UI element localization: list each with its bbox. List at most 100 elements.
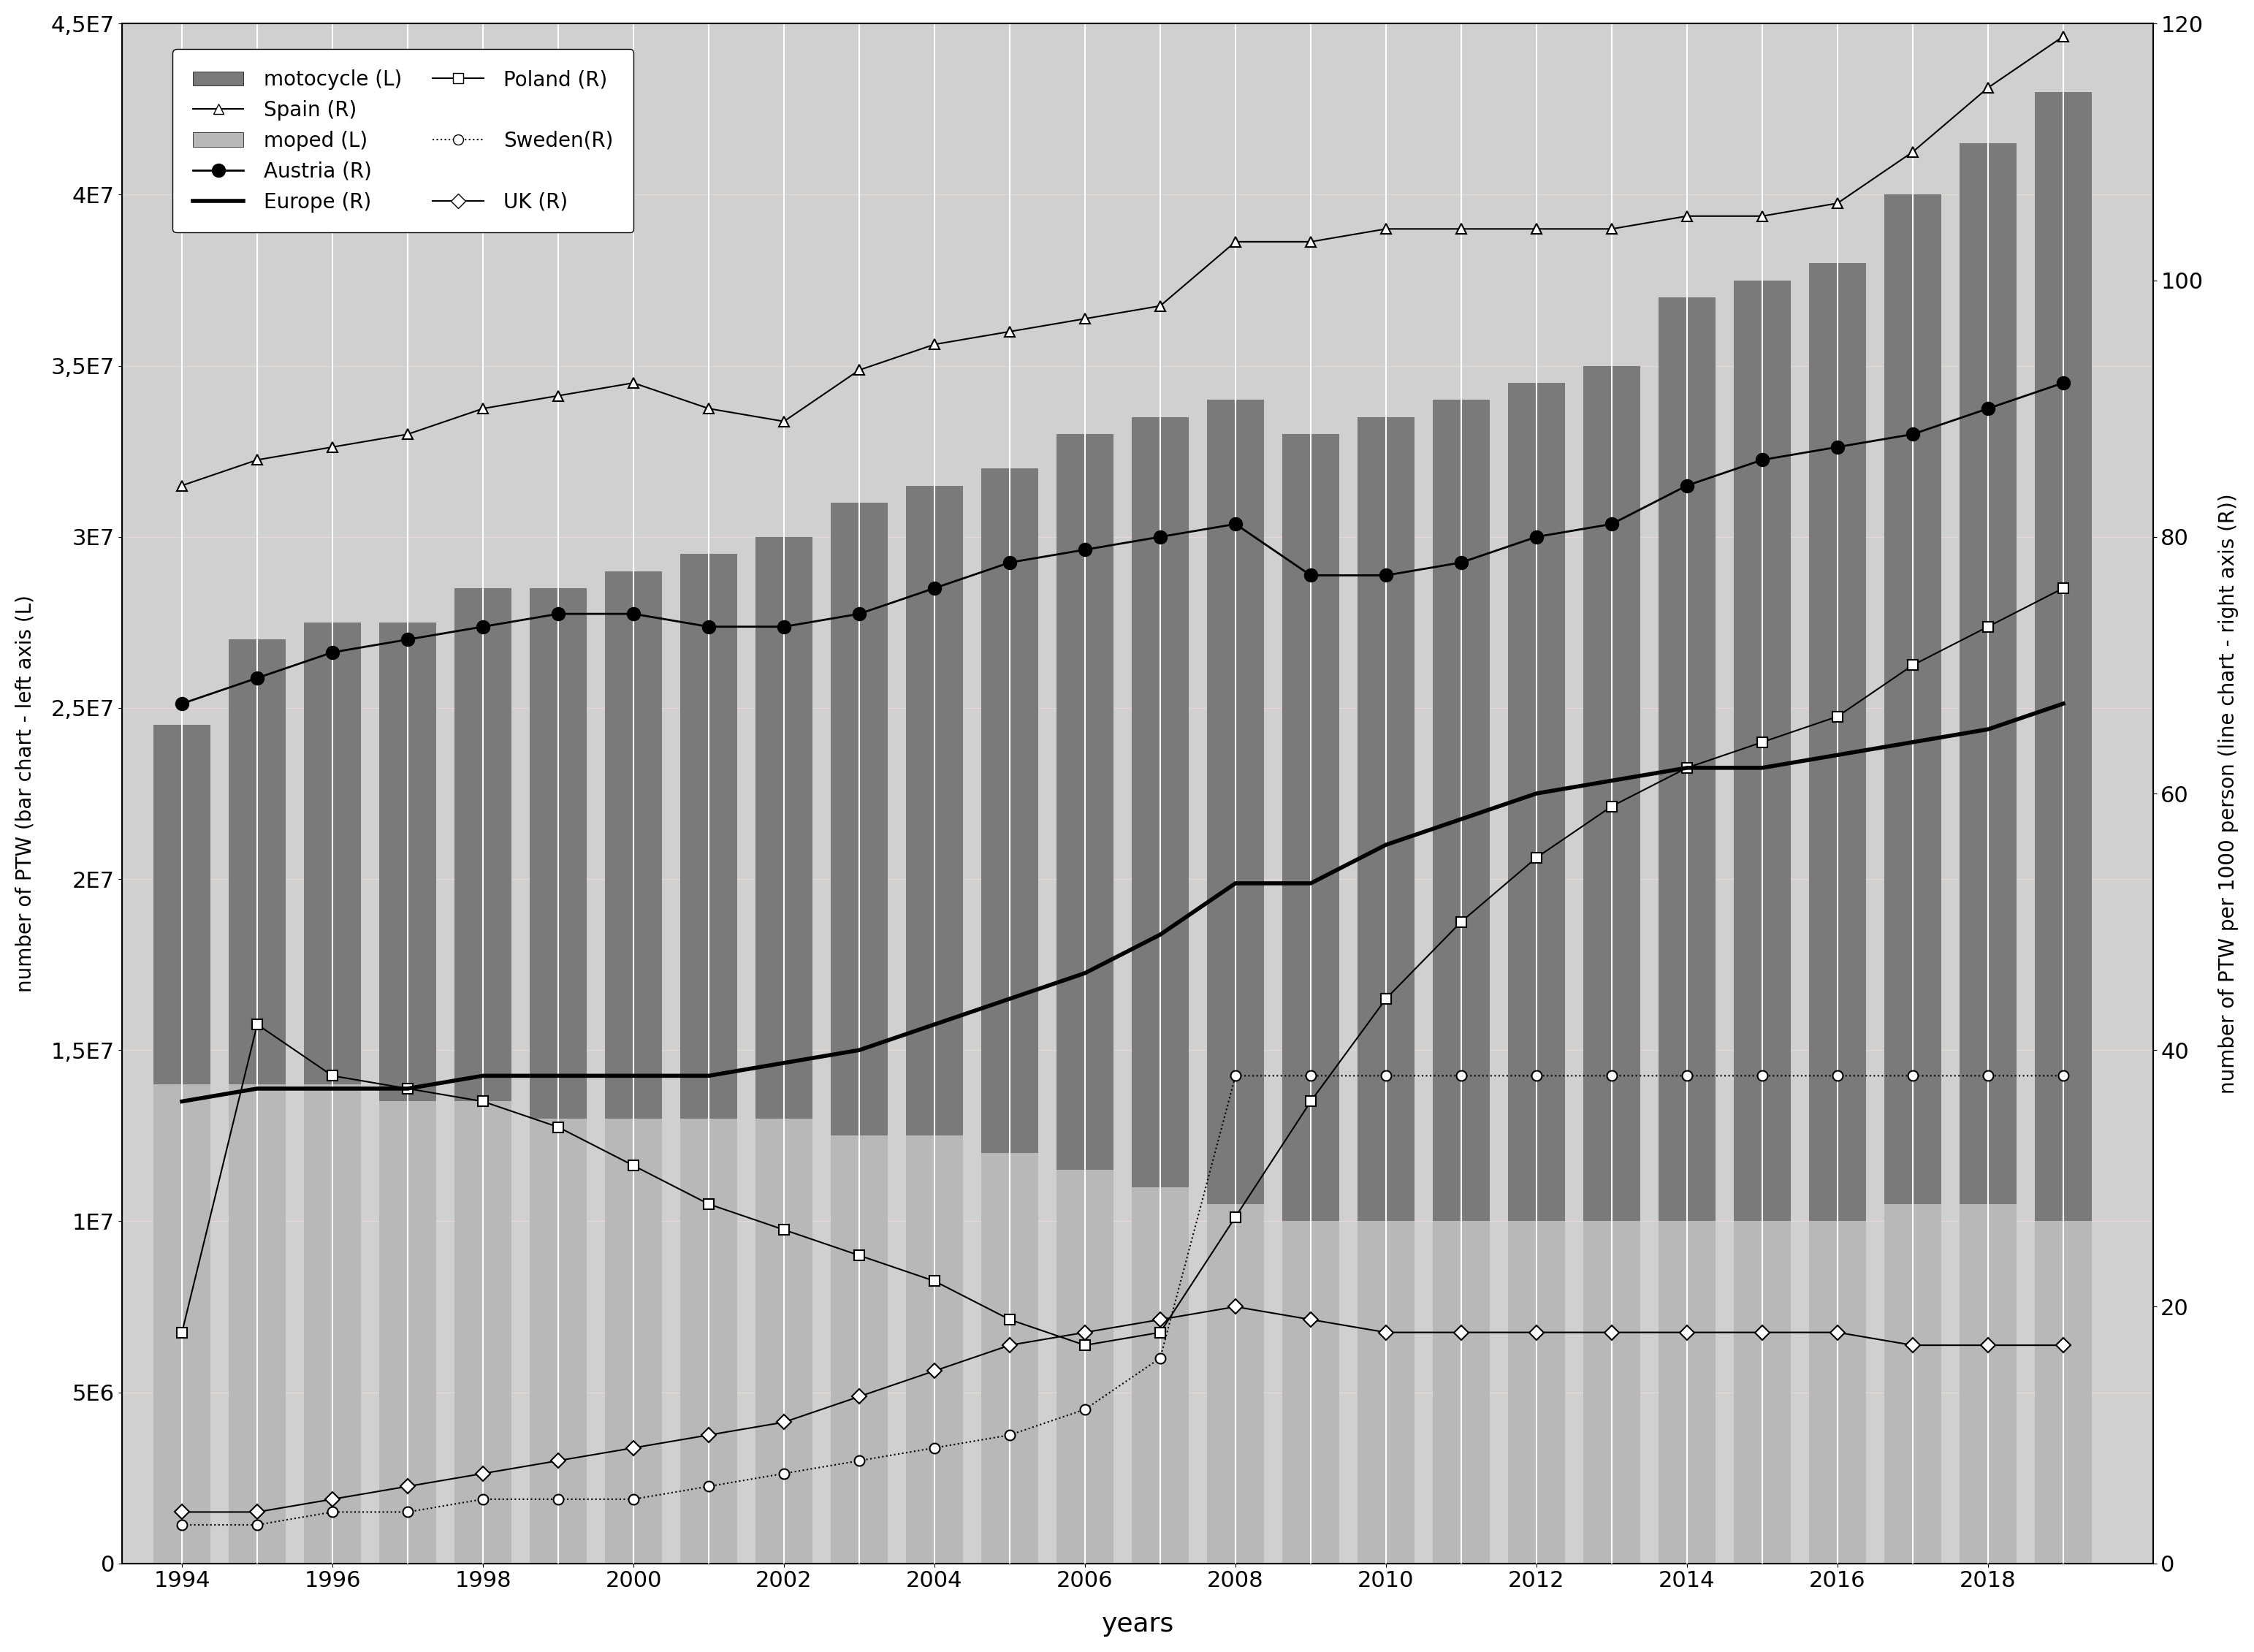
Spain (R) (469, 398, 496, 418)
Austria (R) (1373, 565, 1400, 585)
Bar (906, 486, 962, 1135)
Legend: motocycle (L), Spain (R), moped (L), Austria (R), Europe (R), Poland (R), , Swed: motocycle (L), Spain (R), moped (L), Aus… (174, 50, 633, 233)
Europe (R) (1147, 925, 1174, 945)
X-axis label: years: years (1102, 1612, 1174, 1637)
Poland (R) (169, 1323, 196, 1343)
Sweden(R) (394, 1502, 421, 1521)
Bar (1884, 195, 1941, 1204)
Poland (R) (545, 1117, 573, 1137)
Sweden(R) (1373, 1066, 1400, 1085)
Spain (R) (1524, 220, 1551, 240)
Bar (1585, 365, 1641, 1221)
Sweden(R) (1222, 1066, 1249, 1085)
Europe (R) (318, 1079, 345, 1099)
Spain (R) (1598, 220, 1625, 240)
Poland (R) (1373, 990, 1400, 1009)
Europe (R) (694, 1066, 721, 1085)
UK (R) (1447, 1323, 1474, 1343)
Austria (R) (845, 605, 872, 624)
Austria (R) (394, 629, 421, 649)
Europe (R) (1524, 783, 1551, 803)
Line: Poland (R): Poland (R) (176, 583, 2069, 1350)
Sweden(R) (845, 1450, 872, 1470)
Poland (R) (1749, 732, 1776, 752)
Bar (153, 725, 210, 1084)
Bar (455, 588, 512, 1102)
Bar (230, 1084, 286, 1563)
Bar (230, 639, 286, 1084)
Spain (R) (1900, 142, 1927, 162)
UK (R) (545, 1450, 573, 1470)
Europe (R) (2049, 694, 2076, 714)
UK (R) (1823, 1323, 1851, 1343)
Spain (R) (1071, 309, 1098, 329)
Poland (R) (1823, 707, 1851, 727)
Poland (R) (771, 1219, 798, 1239)
UK (R) (1373, 1323, 1400, 1343)
Spain (R) (1147, 296, 1174, 316)
Bar (1132, 416, 1188, 1188)
Bar (980, 469, 1037, 1153)
Austria (R) (1823, 438, 1851, 458)
Spain (R) (1222, 231, 1249, 251)
Austria (R) (2049, 373, 2076, 393)
Bar (1434, 1221, 1490, 1563)
Bar (1132, 1188, 1188, 1563)
Bar (681, 1118, 737, 1563)
UK (R) (1524, 1323, 1551, 1343)
Bar (2035, 1221, 2092, 1563)
Austria (R) (1222, 514, 1249, 534)
Spain (R) (1749, 206, 1776, 226)
Poland (R) (318, 1066, 345, 1085)
Sweden(R) (243, 1515, 270, 1535)
Austria (R) (996, 553, 1023, 573)
Europe (R) (1598, 771, 1625, 791)
Poland (R) (845, 1246, 872, 1265)
Austria (R) (620, 605, 647, 624)
Spain (R) (694, 398, 721, 418)
Europe (R) (1975, 719, 2002, 738)
Europe (R) (169, 1092, 196, 1112)
UK (R) (2049, 1335, 2076, 1355)
Austria (R) (1672, 476, 1700, 496)
Bar (1884, 1204, 1941, 1563)
Austria (R) (1975, 398, 2002, 418)
Europe (R) (1672, 758, 1700, 778)
Line: Europe (R): Europe (R) (183, 704, 2062, 1102)
Europe (R) (545, 1066, 573, 1085)
Poland (R) (996, 1310, 1023, 1330)
Europe (R) (845, 1041, 872, 1061)
Sweden(R) (545, 1490, 573, 1510)
Bar (1810, 1221, 1866, 1563)
Austria (R) (1598, 514, 1625, 534)
Spain (R) (845, 360, 872, 380)
UK (R) (318, 1490, 345, 1510)
Bar (606, 572, 663, 1118)
Bar (530, 1118, 586, 1563)
Austria (R) (169, 694, 196, 714)
Austria (R) (243, 667, 270, 687)
Bar (379, 1102, 435, 1563)
Bar (1508, 383, 1564, 1221)
Poland (R) (1672, 758, 1700, 778)
Sweden(R) (620, 1490, 647, 1510)
Poland (R) (469, 1092, 496, 1112)
Europe (R) (771, 1052, 798, 1072)
Bar (530, 588, 586, 1118)
Bar (1959, 1204, 2015, 1563)
Austria (R) (1749, 449, 1776, 469)
UK (R) (1071, 1323, 1098, 1343)
Poland (R) (1147, 1323, 1174, 1343)
Bar (832, 1135, 888, 1563)
Bar (304, 1084, 361, 1563)
UK (R) (694, 1426, 721, 1446)
Bar (1733, 281, 1790, 1221)
Bar (1585, 1221, 1641, 1563)
UK (R) (469, 1464, 496, 1483)
Europe (R) (243, 1079, 270, 1099)
Bar (681, 553, 737, 1118)
Bar (455, 1102, 512, 1563)
Sweden(R) (469, 1490, 496, 1510)
Bar (1208, 400, 1264, 1204)
Europe (R) (1823, 745, 1851, 765)
